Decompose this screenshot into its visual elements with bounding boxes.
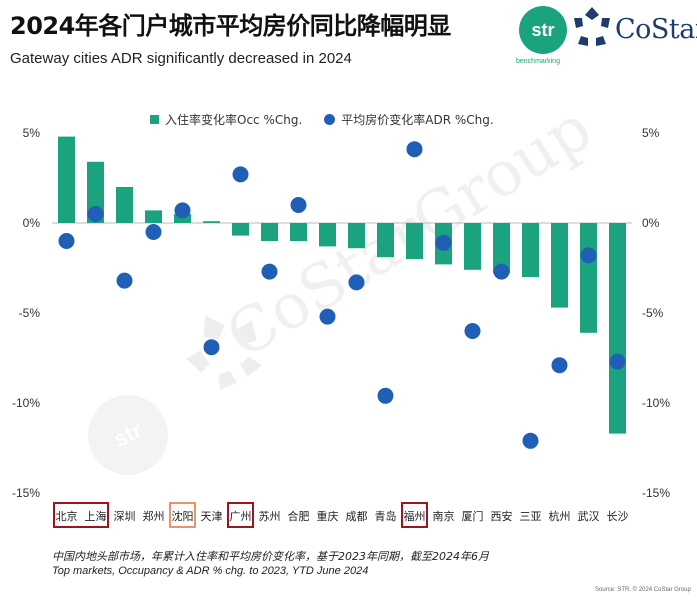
y-tick-left: -15% xyxy=(12,486,40,500)
adr-point xyxy=(174,202,191,219)
chart-legend: 入住率变化率Occ %Chg. 平均房价变化率ADR %Chg. xyxy=(150,111,494,128)
occ-bar xyxy=(203,221,220,223)
adr-point xyxy=(348,274,365,291)
occ-bar xyxy=(406,223,423,259)
x-category-label: 天津 xyxy=(201,510,223,523)
x-category-label: 西安 xyxy=(491,509,513,523)
x-category-label: 南京 xyxy=(433,509,455,523)
adr-point xyxy=(609,353,626,370)
x-category-label: 合肥 xyxy=(288,509,310,523)
adr-point xyxy=(203,339,220,356)
occ-bar xyxy=(261,223,278,241)
adr-point xyxy=(290,197,307,213)
watermark: str CoStarGroup xyxy=(88,91,604,475)
legend-adr-label: 平均房价变化率ADR %Chg. xyxy=(341,113,494,127)
x-category-label: 青岛 xyxy=(375,509,397,523)
adr-point xyxy=(58,233,75,249)
y-tick-right: -5% xyxy=(642,306,664,320)
adr-point xyxy=(551,357,568,374)
x-category-label: 福州 xyxy=(404,509,426,523)
y-tick-right: -15% xyxy=(642,486,670,500)
highlight-box-red xyxy=(53,502,109,528)
occ-bar xyxy=(348,223,365,249)
x-category-label: 沈阳 xyxy=(172,509,194,523)
occ-bar xyxy=(290,223,307,241)
adr-point xyxy=(261,263,278,280)
x-category-label: 重庆 xyxy=(317,509,339,523)
occ-bar xyxy=(116,187,133,223)
adr-point xyxy=(377,387,394,404)
occ-bar xyxy=(609,223,626,434)
adr-point xyxy=(522,432,539,449)
x-category-label: 长沙 xyxy=(607,510,629,523)
occ-bar xyxy=(145,210,162,223)
legend-occ-label: 入住率变化率Occ %Chg. xyxy=(165,113,303,127)
adr-point xyxy=(493,263,510,280)
occ-bar xyxy=(377,223,394,258)
occ-bar xyxy=(522,223,539,277)
adr-point xyxy=(406,141,423,158)
occ-bar xyxy=(319,223,336,247)
adr-point xyxy=(319,308,336,325)
footnote-english: Top markets, Occupancy & ADR % chg. to 2… xyxy=(52,565,369,577)
adr-point xyxy=(116,272,133,289)
y-tick-left: 5% xyxy=(23,126,41,140)
x-category-label: 上海 xyxy=(85,509,107,523)
x-category-label: 深圳 xyxy=(114,510,136,523)
combo-chart: str CoStarGroup 5% 5% 0% 0% -5% -5% -10% -10% -1… xyxy=(12,91,670,528)
footnote-chinese: 中国内地头部市场，年累计入住率和平均房价变化率，基于2023年同期，截至2024… xyxy=(52,550,489,563)
adr-point xyxy=(232,166,249,183)
y-tick-right: 0% xyxy=(642,216,660,230)
occ-bar xyxy=(174,214,191,223)
costar-logo-icon xyxy=(574,7,610,46)
chart-subtitle: Gateway cities ADR significantly decreas… xyxy=(10,50,352,67)
chart-title: 2024年各门户城市平均房价同比降幅明显 xyxy=(10,12,451,40)
adr-point xyxy=(145,224,162,240)
y-tick-right: -10% xyxy=(642,396,670,410)
legend-adr-swatch xyxy=(324,114,336,125)
y-tick-left: 0% xyxy=(23,216,41,230)
occ-bar xyxy=(580,223,597,333)
adr-point xyxy=(580,247,597,264)
adr-point xyxy=(464,323,481,339)
occ-bar xyxy=(493,223,510,274)
highlight-box-red xyxy=(401,502,428,528)
occ-bar xyxy=(232,223,249,236)
highlight-box-red xyxy=(227,502,254,528)
x-category-label: 杭州 xyxy=(549,509,571,523)
adr-point xyxy=(435,234,452,251)
x-category-label: 三亚 xyxy=(520,510,542,523)
legend-occ-swatch xyxy=(150,115,159,124)
y-tick-left: -5% xyxy=(19,306,41,320)
costar-logo-text: CoStarTM xyxy=(615,14,697,45)
y-tick-right: 5% xyxy=(642,126,660,140)
source-note: Source: STR. © 2024 CoStar Group xyxy=(595,587,691,593)
x-category-label: 武汉 xyxy=(578,510,600,523)
x-category-label: 成都 xyxy=(346,510,368,523)
x-category-label: 郑州 xyxy=(143,509,165,523)
occ-bar xyxy=(551,223,568,308)
str-logo: str xyxy=(519,6,567,54)
x-category-label: 苏州 xyxy=(259,510,281,523)
occ-bar xyxy=(464,223,481,270)
x-category-label: 厦门 xyxy=(462,509,484,523)
x-category-label: 广州 xyxy=(230,510,252,523)
str-logo-subtext: benchmarking xyxy=(516,58,560,65)
x-category-label: 北京 xyxy=(56,509,78,523)
adr-point xyxy=(87,206,104,222)
y-tick-left: -10% xyxy=(12,396,40,410)
highlight-box-orange xyxy=(169,502,196,528)
occ-bar xyxy=(58,136,75,223)
